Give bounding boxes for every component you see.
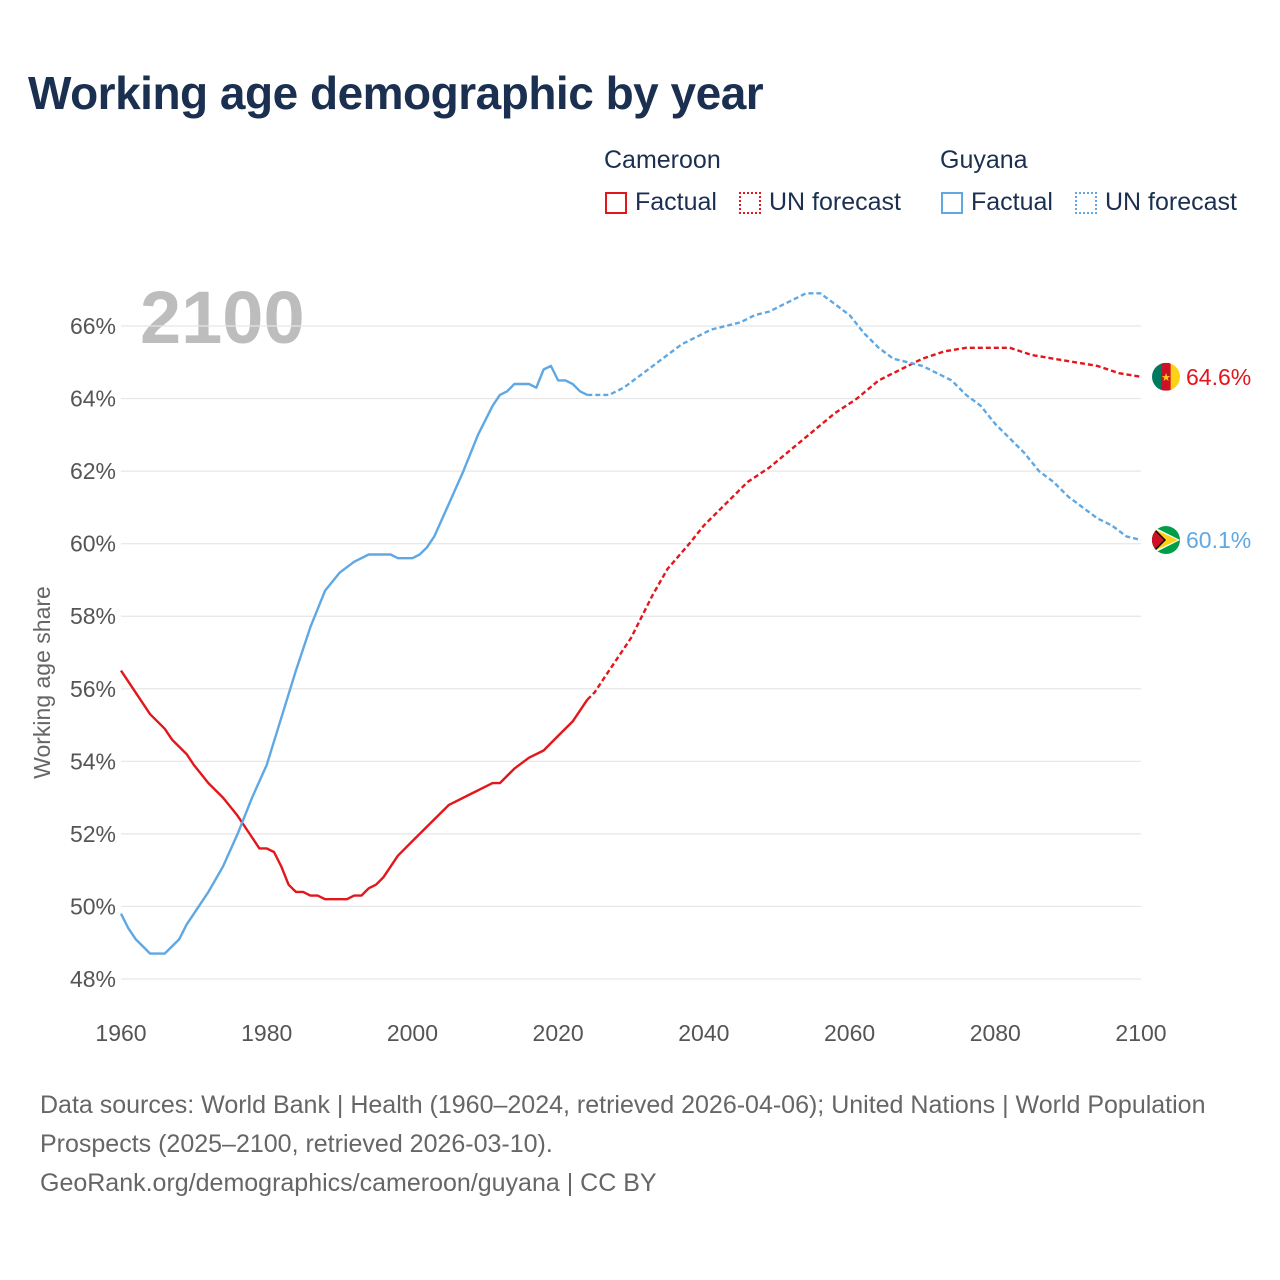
y-axis-label: Working age share	[29, 586, 55, 779]
cameroon-factual-line	[120, 669, 589, 901]
legend-label: UN forecast	[769, 188, 901, 216]
guyana-flag-icon	[1152, 526, 1180, 555]
y-tick-label: 52%	[70, 821, 116, 847]
line-chart: 2100 48% 50% 52% 54% 56% 58% 60% 62% 64% 66% 1960 19…	[29, 276, 1251, 1046]
legend-swatch-solid-icon	[605, 191, 627, 214]
x-tick-label: 2080	[970, 1020, 1021, 1046]
legend-swatch-dotted-icon	[1075, 191, 1097, 214]
x-tick-label: 2040	[678, 1020, 729, 1046]
legend-label: UN forecast	[1105, 188, 1237, 216]
legend-swatch-dotted-icon	[739, 191, 761, 214]
x-tick-label: 1980	[241, 1020, 292, 1046]
sources-link[interactable]: GeoRank.org/demographics/cameroon/guyana…	[40, 1169, 657, 1197]
y-tick-label: 50%	[70, 893, 116, 919]
chart-title: Working age demographic by year	[28, 67, 764, 119]
legend-cameroon-forecast[interactable]: UN forecast	[739, 188, 901, 217]
x-tick-label: 2100	[1115, 1020, 1166, 1046]
legend-cameroon-factual[interactable]: Factual	[605, 188, 717, 217]
legend-group-guyana: Guyana	[940, 146, 1028, 174]
sources-text: Data sources: World Bank | Health (1960–…	[40, 1091, 1206, 1158]
cameroon-end-label: 64.6%	[1186, 364, 1251, 390]
y-tick-label: 62%	[70, 458, 116, 484]
svg-text:★: ★	[1161, 372, 1171, 384]
guyana-end-label: 60.1%	[1186, 527, 1251, 553]
y-tick-label: 60%	[70, 531, 116, 557]
cameroon-flag-icon: ★	[1152, 362, 1180, 391]
legend-label: Factual	[635, 188, 717, 216]
x-tick-label: 2020	[533, 1020, 584, 1046]
y-tick-label: 58%	[70, 603, 116, 629]
cameroon-forecast-line	[586, 346, 1142, 701]
legend-guyana-forecast[interactable]: UN forecast	[1075, 188, 1237, 217]
y-tick-label: 56%	[70, 676, 116, 702]
legend-group-cameroon: Cameroon	[604, 146, 721, 174]
data-sources: Data sources: World Bank | Health (1960–…	[40, 1086, 1220, 1203]
legend-swatch-solid-icon	[941, 191, 963, 214]
year-watermark: 2100	[140, 276, 305, 359]
legend-label: Factual	[971, 188, 1053, 216]
guyana-forecast-line	[587, 292, 1142, 542]
y-tick-label: 66%	[70, 313, 116, 339]
x-tick-label: 1960	[95, 1020, 146, 1046]
y-tick-label: 48%	[70, 966, 116, 992]
y-tick-label: 64%	[70, 386, 116, 412]
y-tick-label: 54%	[70, 748, 116, 774]
x-tick-label: 2060	[824, 1020, 875, 1046]
guyana-factual-line	[119, 364, 588, 955]
legend-guyana-factual[interactable]: Factual	[941, 188, 1053, 217]
x-tick-label: 2000	[387, 1020, 438, 1046]
